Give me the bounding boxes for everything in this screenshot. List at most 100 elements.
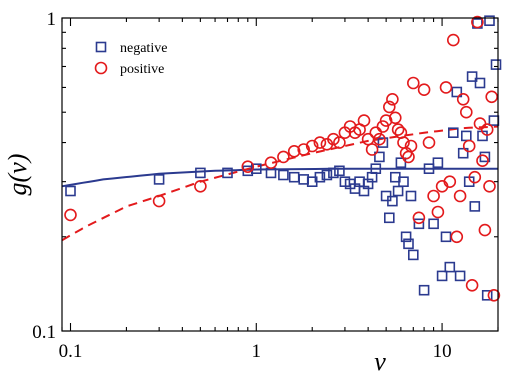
series-positive — [64, 15, 501, 302]
series-negative — [65, 15, 502, 301]
negative-point — [418, 284, 430, 296]
positive-point — [459, 105, 473, 119]
negative-point — [278, 169, 289, 181]
positive-point — [297, 143, 311, 156]
positive-point — [453, 189, 467, 203]
positive-point — [313, 136, 327, 149]
negative-point — [436, 270, 448, 282]
positive-point — [422, 136, 436, 149]
negative-point — [454, 270, 466, 282]
positive-point — [443, 175, 457, 188]
positive-point — [373, 132, 386, 146]
negative-point — [413, 218, 425, 230]
negative-point — [398, 176, 409, 187]
negative-point — [407, 249, 419, 261]
positive-point — [365, 143, 379, 156]
negative-point — [444, 261, 456, 273]
negative-point — [447, 127, 459, 138]
negative-point — [195, 167, 206, 179]
positive-point — [379, 114, 393, 127]
negative-point — [328, 167, 339, 179]
negative-point — [65, 185, 76, 197]
positive-point — [406, 76, 420, 90]
positive-point — [483, 180, 496, 193]
positive-point — [357, 114, 371, 127]
negative-point — [395, 157, 407, 168]
positive-point — [305, 139, 319, 153]
positive-point — [485, 90, 499, 104]
positive-point — [446, 33, 460, 47]
negative-point — [423, 163, 435, 174]
negative-point — [460, 130, 472, 142]
negative-point — [374, 151, 385, 163]
positive-point — [64, 208, 77, 222]
positive-point — [450, 230, 464, 244]
positive-point — [241, 160, 255, 173]
legend-marker-negative — [95, 41, 107, 53]
legend-item-positive: positive — [94, 61, 164, 77]
positive-point — [327, 132, 340, 146]
positive-point — [427, 189, 440, 203]
negative-point — [153, 174, 165, 185]
negative-point — [479, 151, 491, 163]
positive-point — [471, 15, 484, 29]
negative-point — [321, 169, 333, 181]
positive-point — [382, 100, 396, 114]
negative-point — [466, 71, 478, 82]
y-tick-label: 1 — [47, 9, 57, 30]
plot-frame — [61, 17, 499, 332]
negative-point — [387, 195, 398, 207]
negative-point — [334, 165, 345, 177]
legend-marker-positive — [94, 61, 108, 75]
positive-point — [480, 123, 494, 136]
positive-point — [462, 139, 476, 153]
data-markers — [64, 15, 502, 302]
negative-point — [490, 59, 502, 70]
negative-point — [222, 167, 233, 179]
positive-point — [478, 223, 492, 237]
negative-point — [457, 147, 469, 159]
negative-point — [474, 77, 486, 89]
fit-curves — [61, 125, 499, 242]
x-tick-label: 10 — [433, 341, 452, 362]
positive-point — [439, 81, 453, 94]
negative-point — [377, 137, 389, 148]
positive-point — [468, 170, 482, 184]
positive-point — [287, 145, 301, 158]
negative-point — [251, 163, 262, 174]
positive-point — [417, 83, 431, 96]
positive-point — [412, 211, 426, 225]
fit-curve-negative — [61, 167, 498, 188]
y-tick-label: 0.1 — [32, 322, 56, 343]
negative-point — [432, 157, 444, 168]
legend-label-negative: negative — [120, 41, 167, 56]
positive-point — [333, 136, 346, 149]
positive-point — [476, 154, 489, 167]
negative-point — [314, 171, 326, 183]
positive-point — [456, 93, 470, 106]
fit-curve-positive — [61, 125, 499, 242]
negative-point — [400, 231, 412, 243]
positive-point — [152, 194, 166, 208]
axis-ticks — [61, 17, 499, 332]
positive-point — [404, 139, 418, 153]
tick-labels: 0.1 1 10 0.1 1 — [32, 9, 451, 362]
legend: negative positive — [94, 41, 167, 77]
positive-point — [264, 156, 278, 169]
negative-point — [370, 163, 382, 174]
x-tick-label: 1 — [252, 341, 262, 362]
positive-point — [388, 111, 402, 125]
positive-point — [465, 278, 479, 292]
negative-point — [392, 185, 404, 197]
negative-point — [428, 218, 439, 230]
negative-point — [383, 212, 395, 224]
positive-point — [194, 180, 207, 193]
negative-point — [481, 289, 493, 301]
positive-point — [386, 93, 399, 106]
x-tick-label: 0.1 — [59, 341, 83, 362]
negative-point — [405, 190, 417, 202]
x-axis-label: v — [374, 347, 386, 372]
negative-point — [484, 15, 495, 27]
